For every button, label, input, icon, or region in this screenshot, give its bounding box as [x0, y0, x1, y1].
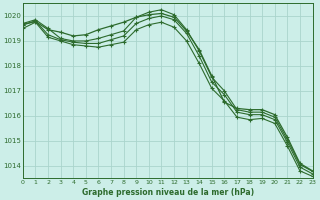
X-axis label: Graphe pression niveau de la mer (hPa): Graphe pression niveau de la mer (hPa): [82, 188, 254, 197]
